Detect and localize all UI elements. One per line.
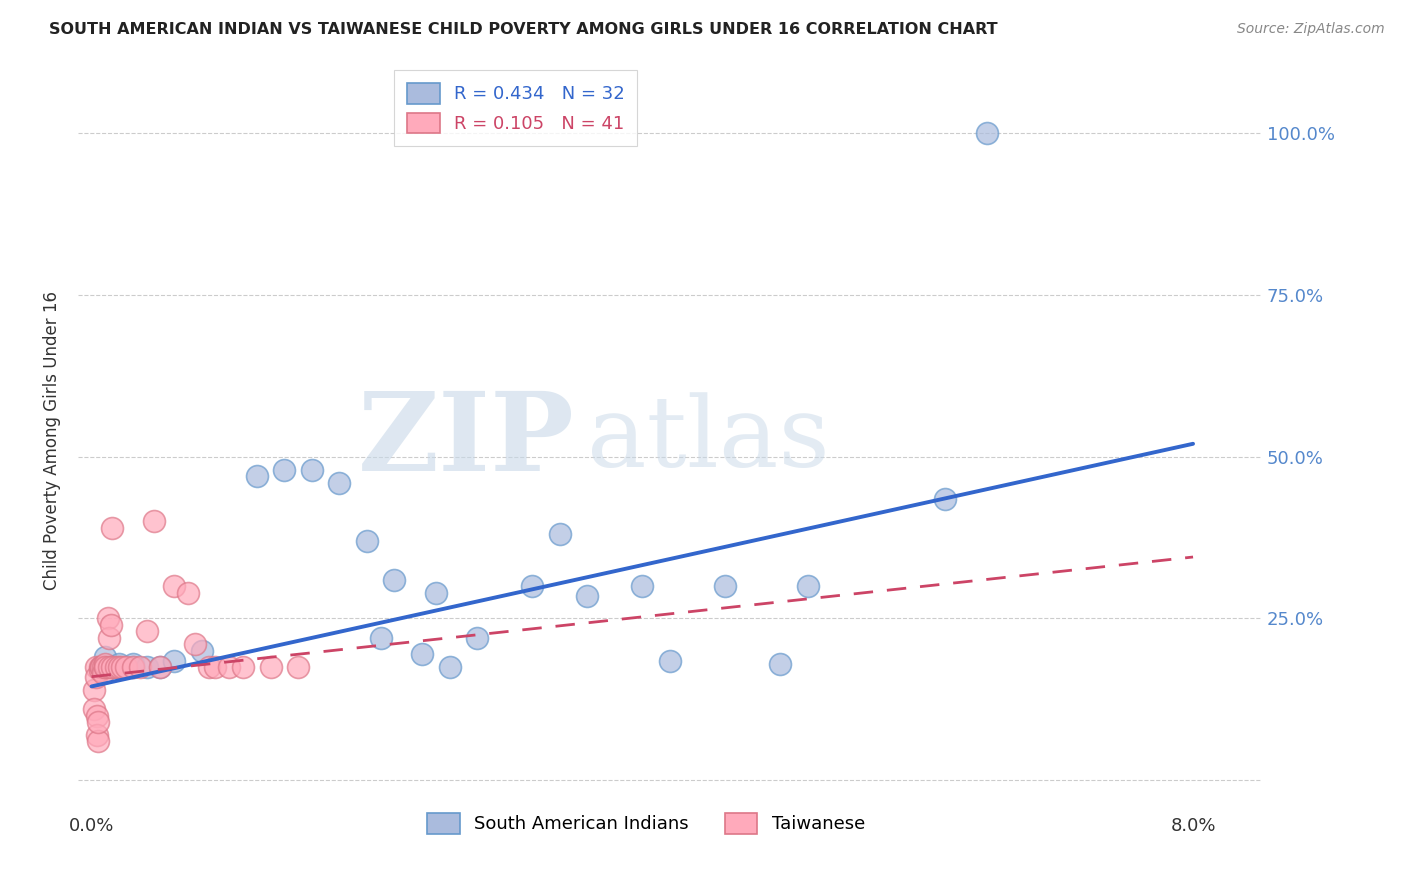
Y-axis label: Child Poverty Among Girls Under 16: Child Poverty Among Girls Under 16 (44, 291, 60, 590)
Point (976, 126, 998, 140)
Point (184, 637, 207, 651)
Point (101, 521, 124, 535)
Text: SOUTH AMERICAN INDIAN VS TAIWANESE CHILD POVERTY AMONG GIRLS UNDER 16 CORRELATIO: SOUTH AMERICAN INDIAN VS TAIWANESE CHILD… (49, 22, 998, 37)
Point (370, 631, 392, 645)
Point (163, 654, 186, 668)
Point (356, 533, 378, 548)
Point (190, 644, 212, 658)
Point (439, 660, 461, 674)
Point (105, 660, 128, 674)
Point (121, 660, 143, 674)
Point (121, 657, 143, 671)
Point (97, 611, 120, 625)
Point (89, 660, 111, 674)
Point (287, 660, 309, 674)
Point (273, 463, 295, 477)
Point (197, 660, 219, 674)
Point (259, 660, 281, 674)
Point (94, 660, 117, 674)
Point (465, 631, 488, 645)
Point (101, 660, 124, 674)
Point (232, 660, 254, 674)
Point (576, 589, 599, 603)
Point (94, 657, 117, 671)
Point (86, 728, 108, 742)
Point (301, 463, 323, 477)
Point (934, 491, 956, 506)
Point (128, 660, 150, 674)
Legend: South American Indians, Taiwanese: South American Indians, Taiwanese (416, 802, 876, 845)
Point (111, 660, 134, 674)
Point (84, 670, 107, 684)
Point (520, 579, 543, 593)
Point (90, 660, 112, 674)
Point (108, 660, 131, 674)
Point (548, 527, 571, 541)
Point (425, 585, 447, 599)
Point (83, 682, 105, 697)
Point (91, 666, 114, 681)
Point (94, 660, 117, 674)
Point (149, 660, 172, 674)
Point (87, 734, 110, 748)
Point (90, 660, 112, 674)
Point (714, 579, 737, 593)
Point (108, 660, 131, 674)
Point (89, 663, 111, 677)
Point (86, 708, 108, 723)
Point (121, 660, 143, 674)
Point (84, 660, 107, 674)
Point (91, 660, 114, 674)
Point (149, 660, 172, 674)
Point (769, 657, 792, 671)
Point (796, 579, 818, 593)
Text: atlas: atlas (586, 392, 830, 489)
Point (142, 515, 165, 529)
Point (135, 624, 157, 639)
Text: ZIP: ZIP (359, 387, 575, 494)
Point (83, 702, 105, 716)
Point (218, 660, 240, 674)
Point (246, 469, 269, 483)
Point (163, 579, 186, 593)
Point (135, 660, 157, 674)
Point (101, 660, 124, 674)
Point (98, 631, 121, 645)
Point (658, 654, 681, 668)
Point (98, 660, 121, 674)
Point (108, 657, 131, 671)
Point (94, 650, 117, 665)
Point (87, 714, 110, 729)
Point (384, 573, 406, 587)
Point (94, 660, 117, 674)
Point (177, 585, 200, 599)
Point (204, 660, 226, 674)
Point (631, 579, 654, 593)
Point (100, 618, 122, 632)
Point (115, 660, 138, 674)
Point (411, 647, 433, 661)
Text: Source: ZipAtlas.com: Source: ZipAtlas.com (1237, 22, 1385, 37)
Point (328, 475, 350, 490)
